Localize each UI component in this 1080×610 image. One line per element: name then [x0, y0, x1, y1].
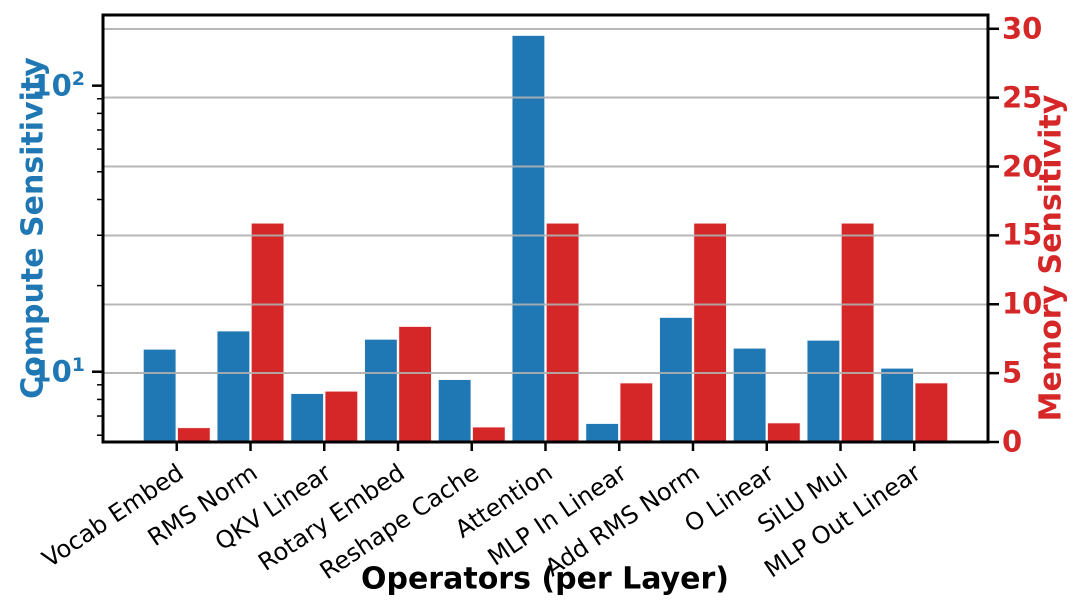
bar-compute-mlp-out-linear — [880, 367, 915, 443]
right-tick-label-15: 15 — [1002, 217, 1043, 252]
bar-memory-o-linear — [766, 422, 801, 443]
bar-memory-silu-mul — [840, 222, 875, 443]
bar-compute-vocab-embed — [142, 348, 177, 443]
bar-compute-qkv-linear — [290, 392, 325, 443]
bar-compute-add-rms-norm — [658, 316, 694, 443]
bar-memory-mlp-in-linear — [619, 382, 654, 443]
right-tick-label-25: 25 — [1002, 80, 1043, 115]
bar-compute-silu-mul — [806, 339, 841, 443]
left-tick-label-100: 102 — [31, 67, 85, 103]
bar-compute-o-linear — [732, 347, 767, 443]
bar-memory-reshape-cache — [471, 426, 506, 443]
bar-memory-attention — [545, 222, 580, 443]
left-axis-title: Compute Sensitivity — [15, 57, 51, 399]
right-tick-label-5: 5 — [1002, 355, 1023, 390]
bar-compute-attention — [511, 34, 546, 443]
bar-memory-add-rms-norm — [692, 222, 728, 443]
bar-compute-reshape-cache — [437, 378, 472, 443]
bar-compute-rms-norm — [216, 330, 251, 443]
left-tick-label-10: 101 — [31, 353, 85, 389]
bar-memory-rotary-embed — [398, 325, 433, 443]
x-axis-title: Operators (per Layer) — [360, 561, 730, 597]
right-tick-label-0: 0 — [1002, 424, 1023, 459]
bar-memory-vocab-embed — [176, 426, 211, 443]
right-tick-label-30: 30 — [1002, 11, 1043, 46]
bar-compute-mlp-in-linear — [585, 422, 620, 443]
bar-memory-rms-norm — [250, 222, 285, 443]
right-tick-label-10: 10 — [1002, 286, 1043, 321]
right-tick-label-20: 20 — [1002, 149, 1043, 184]
bar-memory-qkv-linear — [324, 390, 359, 443]
bar-memory-mlp-out-linear — [914, 382, 949, 443]
right-axis-title: Memory Sensitivity — [1033, 94, 1069, 422]
bar-compute-rotary-embed — [363, 338, 398, 443]
